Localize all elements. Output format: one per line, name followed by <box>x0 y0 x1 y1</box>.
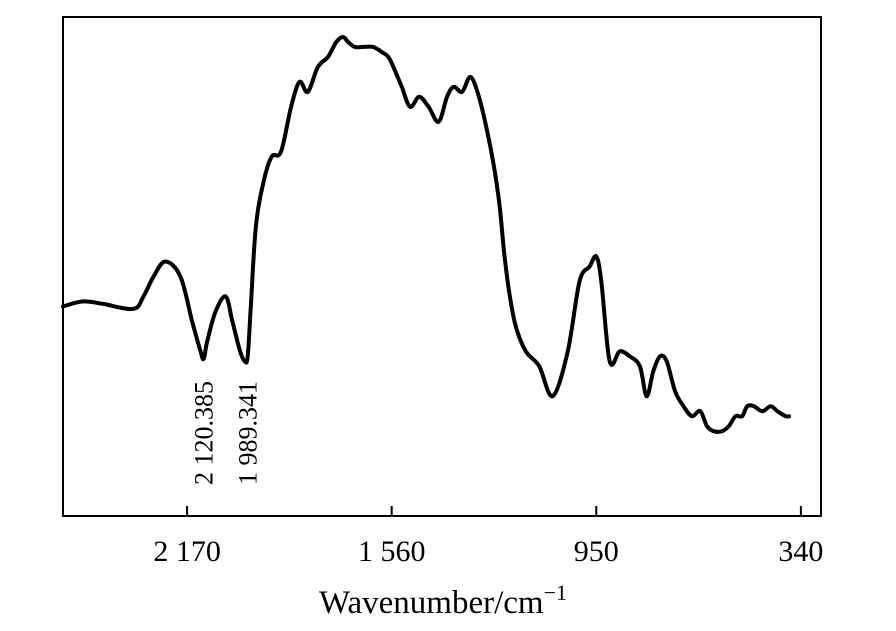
x-axis-label-text: Wavenumber/cm <box>319 585 544 621</box>
peak-label-0: 2 120.385 <box>190 381 219 485</box>
x-tick-label-2: 950 <box>574 535 619 568</box>
x-axis-tick-labels: 2 170 1 560 950 340 <box>153 535 823 568</box>
x-tick-label-0: 2 170 <box>153 535 221 568</box>
x-axis-ticks <box>186 506 802 516</box>
x-axis-label: Wavenumber/cm−1 <box>319 580 567 621</box>
x-tick-label-1: 1 560 <box>358 535 426 568</box>
spectrum-line <box>61 35 792 434</box>
x-axis-label-superscript: −1 <box>544 580 567 605</box>
peak-label-1: 1 989.341 <box>234 381 263 485</box>
x-tick-label-3: 340 <box>778 535 823 568</box>
plot-frame <box>62 16 822 517</box>
peak-annotations: 2 120.385 1 989.341 <box>190 381 263 485</box>
